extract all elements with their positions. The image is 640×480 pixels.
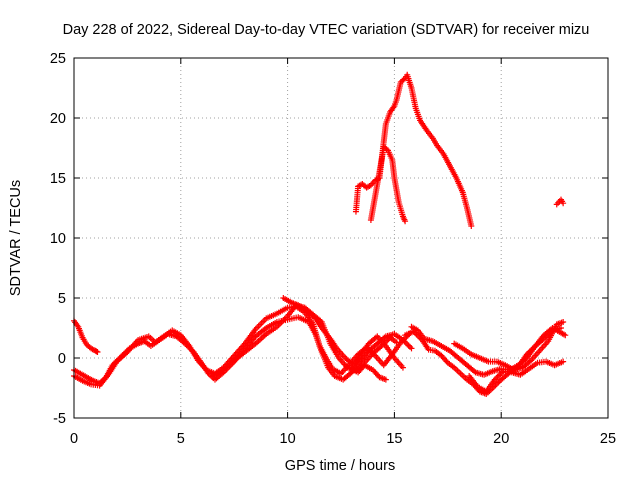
series-track-c [71, 303, 413, 389]
data-point [560, 358, 567, 365]
x-axis-label: GPS time / hours [285, 458, 395, 474]
x-tick-label: 20 [493, 431, 509, 447]
series-track-a [71, 317, 101, 355]
data-marks [71, 71, 569, 397]
data-point [562, 332, 569, 339]
x-tick-label: 5 [177, 431, 185, 447]
x-tick-label: 0 [70, 431, 78, 447]
series-track-j [466, 358, 567, 395]
data-point [405, 342, 412, 349]
series-arc-inner [367, 143, 409, 225]
data-point [399, 364, 406, 371]
grid-lines [74, 58, 608, 418]
x-tick-label: 25 [600, 431, 616, 447]
series-track-f [348, 362, 389, 383]
y-tick-label: 0 [58, 351, 66, 367]
data-point [94, 349, 101, 355]
data-point [560, 200, 567, 207]
y-tick-label: 15 [50, 171, 66, 187]
series-track-e [280, 295, 406, 371]
chart-title: Day 228 of 2022, Sidereal Day-to-day VTE… [63, 22, 590, 38]
y-axis-label: SDTVAR / TECUs [8, 180, 24, 296]
data-point [404, 341, 411, 348]
series-track-h [408, 323, 569, 378]
x-tick-label: 15 [386, 431, 402, 447]
data-point [402, 218, 409, 225]
data-point [382, 376, 389, 383]
plot-border [73, 57, 609, 419]
series-late-cluster [553, 196, 567, 208]
x-tick-label: 10 [280, 431, 296, 447]
y-tick-label: 10 [50, 231, 66, 247]
data-point [407, 344, 414, 350]
data-point [560, 319, 567, 325]
data-point [393, 339, 400, 346]
y-tick-label: 20 [50, 111, 66, 127]
y-tick-label: 5 [58, 291, 66, 307]
data-point [468, 223, 475, 229]
series-track-i [451, 319, 567, 373]
y-tick-label: -5 [53, 411, 66, 427]
data-point [408, 345, 415, 352]
y-tick-label: 25 [50, 51, 66, 67]
